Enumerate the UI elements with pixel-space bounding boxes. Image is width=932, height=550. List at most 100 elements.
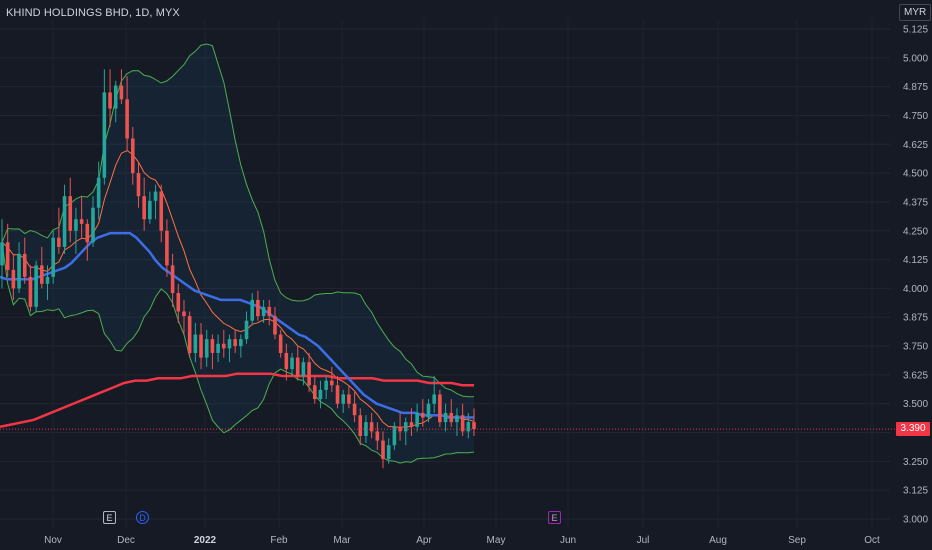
candle-body (335, 385, 340, 404)
x-tick-label: Jun (560, 535, 576, 546)
upcoming-earnings-marker[interactable]: E (548, 511, 561, 524)
candle-body (312, 385, 317, 400)
candle-body (79, 219, 84, 224)
candle-body (330, 380, 334, 386)
candle-body (108, 92, 112, 109)
candle-body (113, 85, 118, 109)
y-tick-label: 4.500 (903, 169, 928, 180)
y-tick-label: 4.875 (903, 82, 928, 93)
chart-title: KHIND HOLDINGS BHD, 1D, MYX (6, 7, 180, 19)
y-tick-label: 3.750 (903, 342, 928, 353)
candle-body (210, 339, 215, 353)
candle-body (324, 380, 328, 390)
candle-body (438, 394, 442, 423)
candle-body (421, 412, 425, 418)
y-tick-label: 4.000 (903, 284, 928, 295)
candle-body (233, 339, 237, 347)
candle-body (250, 299, 255, 321)
y-tick-label: 3.125 (903, 486, 928, 497)
y-tick-label: 4.625 (903, 140, 928, 151)
dividend-marker[interactable]: D (136, 511, 149, 524)
bollinger-fill (2, 44, 474, 464)
candle-body (381, 440, 385, 460)
candle-body (34, 265, 38, 307)
x-tick-label: Aug (709, 535, 727, 546)
candle-body (130, 138, 135, 174)
candle-body (187, 316, 192, 353)
candle-body (85, 223, 90, 243)
candle-body (449, 412, 454, 423)
candle-body (0, 242, 4, 266)
candle-body (415, 412, 419, 427)
candle-body (153, 191, 158, 201)
candle-body (369, 422, 374, 432)
candle-body (307, 362, 311, 386)
x-tick-label: May (487, 535, 506, 546)
candle-body (91, 207, 95, 243)
candle-body (22, 253, 27, 277)
candle-body (142, 196, 146, 220)
candle-body (45, 276, 50, 284)
candle-body (216, 343, 220, 353)
candle-body (375, 431, 380, 441)
x-tick-label: Dec (117, 535, 135, 546)
candle-body (57, 237, 61, 247)
x-tick-label: 2022 (194, 535, 217, 546)
candle-body (426, 403, 431, 418)
x-tick-label: Apr (416, 535, 432, 546)
candle-body (472, 422, 476, 430)
candle-body (176, 293, 181, 312)
candle-body (102, 92, 107, 178)
x-tick-label: Sep (788, 535, 806, 546)
candle-body (352, 403, 357, 416)
y-tick-label: 4.125 (903, 255, 928, 266)
bollinger-lower-band (1, 242, 475, 464)
candle-body (455, 415, 459, 423)
candle-body (28, 276, 33, 307)
last-price-tag: 3.390 (896, 422, 930, 436)
candle-body (364, 422, 368, 436)
candle-body (386, 445, 391, 460)
y-tick-label: 5.000 (903, 53, 928, 64)
candle-body (432, 394, 436, 404)
sma-slow-line (0, 372, 474, 429)
candle-body (40, 265, 44, 284)
candle-body (204, 339, 209, 358)
y-tick-label: 4.375 (903, 197, 928, 208)
candle-body (68, 196, 73, 231)
candle-body (221, 343, 226, 349)
candle-body (227, 339, 232, 349)
candle-body (165, 230, 169, 266)
candle-body (267, 306, 272, 317)
y-tick-label: 3.875 (903, 313, 928, 324)
candle-body (125, 99, 129, 139)
candle-body (51, 237, 55, 277)
candle-body (261, 306, 266, 317)
x-tick-label: Nov (44, 535, 62, 546)
candle-body (347, 394, 351, 404)
y-tick-label: 3.500 (903, 399, 928, 410)
candle-body (460, 415, 465, 432)
candle-body (341, 394, 346, 404)
candle-body (318, 389, 323, 400)
y-tick-label: 3.625 (903, 370, 928, 381)
candle-body (358, 415, 363, 436)
candle-body (199, 334, 203, 358)
candle-body (301, 362, 306, 377)
y-tick-label: 3.000 (903, 515, 928, 526)
candle-body (62, 196, 67, 247)
x-tick-label: Mar (333, 535, 351, 546)
currency-button[interactable]: MYR (899, 4, 932, 21)
y-tick-label: 4.250 (903, 226, 928, 237)
candle-body (284, 352, 289, 370)
y-tick-label: 3.250 (903, 457, 928, 468)
candle-body (182, 311, 186, 317)
candle-body (96, 177, 101, 208)
candle-body (403, 422, 408, 432)
candle-body (148, 200, 152, 220)
candle-body (17, 253, 21, 289)
earnings-marker[interactable]: E (103, 511, 116, 524)
candle-body (170, 265, 175, 294)
candle-body (136, 173, 141, 197)
